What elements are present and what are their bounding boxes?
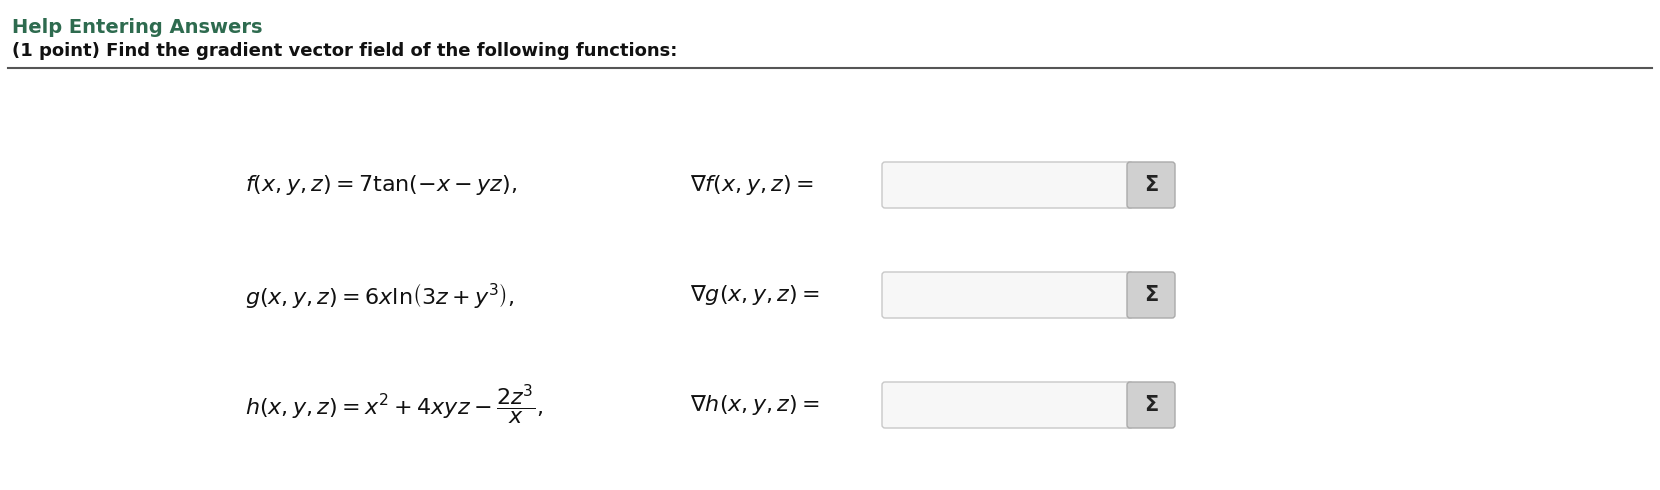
FancyBboxPatch shape [1127, 162, 1175, 208]
Text: $g(x, y, z) = 6x\ln\!\left(3z + y^3\right),$: $g(x, y, z) = 6x\ln\!\left(3z + y^3\righ… [246, 280, 515, 310]
Text: $\mathbf{\Sigma}$: $\mathbf{\Sigma}$ [1144, 395, 1159, 415]
Text: $f(x, y, z) = 7\tan(-x - yz),$: $f(x, y, z) = 7\tan(-x - yz),$ [246, 173, 518, 197]
Text: $\nabla h(x, y, z) =$: $\nabla h(x, y, z) =$ [691, 393, 820, 417]
Text: $\nabla g(x, y, z) =$: $\nabla g(x, y, z) =$ [691, 283, 820, 307]
Text: Help Entering Answers: Help Entering Answers [12, 18, 262, 37]
FancyBboxPatch shape [881, 272, 1134, 318]
Text: $\nabla f(x, y, z) =$: $\nabla f(x, y, z) =$ [691, 173, 813, 197]
FancyBboxPatch shape [1127, 382, 1175, 428]
Text: (1 point) Find the gradient vector field of the following functions:: (1 point) Find the gradient vector field… [12, 42, 677, 60]
Text: $\mathbf{\Sigma}$: $\mathbf{\Sigma}$ [1144, 285, 1159, 305]
FancyBboxPatch shape [881, 162, 1134, 208]
FancyBboxPatch shape [1127, 272, 1175, 318]
Text: $\mathbf{\Sigma}$: $\mathbf{\Sigma}$ [1144, 175, 1159, 195]
Text: $h(x, y, z) = x^2 + 4xyz - \dfrac{2z^3}{x},$: $h(x, y, z) = x^2 + 4xyz - \dfrac{2z^3}{… [246, 383, 543, 427]
FancyBboxPatch shape [881, 382, 1134, 428]
